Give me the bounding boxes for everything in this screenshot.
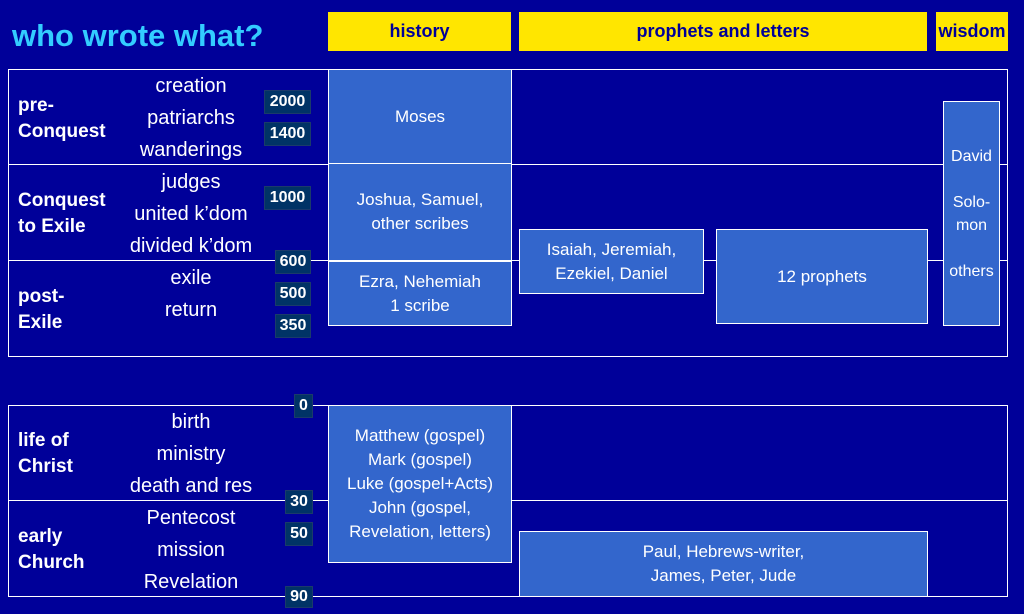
event-ministry: ministry [156, 443, 226, 465]
date-label: 600 [275, 250, 311, 274]
event-wanderings: wanderings [139, 139, 243, 161]
header-wisdom: wisdom [936, 12, 1008, 51]
event-patriarchs: patriarchs [147, 107, 235, 129]
author-box-joshua-samuel: Joshua, Samuel, other scribes [328, 163, 512, 261]
author-box-major-prophets: Isaiah, Jeremiah, Ezekiel, Daniel [519, 229, 704, 294]
date-label: 2000 [264, 90, 311, 114]
header-prophets-and-letters: prophets and letters [519, 12, 927, 51]
date-label: 350 [275, 314, 311, 338]
author-box-ezra-nehemiah: Ezra, Nehemiah 1 scribe [328, 261, 512, 326]
date-label: 0 [294, 394, 313, 418]
header-history: history [328, 12, 511, 51]
period-label-life-of-christ: life of Christ [18, 430, 73, 477]
event-exile: exile [170, 267, 212, 289]
event-divided-kingdom: divided k’dom [129, 235, 253, 257]
date-label: 500 [275, 282, 311, 306]
period-label-post-exile: post- Exile [18, 286, 65, 333]
event-pentecost: Pentecost [146, 507, 236, 529]
event-mission: mission [157, 539, 225, 561]
event-creation: creation [155, 75, 227, 97]
event-united-kingdom: united k’dom [134, 203, 248, 225]
author-box-moses: Moses [328, 69, 512, 165]
period-label-conquest-to-exile: Conquest to Exile [18, 190, 106, 237]
date-label: 1000 [264, 186, 311, 210]
date-label: 1400 [264, 122, 311, 146]
event-revelation: Revelation [143, 571, 239, 593]
date-label: 30 [285, 490, 313, 514]
date-label: 50 [285, 522, 313, 546]
period-label-pre-conquest: pre- Conquest [18, 95, 106, 142]
author-box-wisdom: David Solo- mon others [943, 101, 1000, 326]
author-box-gospels: Matthew (gospel) Mark (gospel) Luke (gos… [328, 405, 512, 563]
event-death-and-res: death and res [129, 475, 253, 497]
period-label-early-church: early Church [18, 526, 85, 573]
author-box-twelve-prophets: 12 prophets [716, 229, 928, 324]
event-return: return [164, 299, 218, 321]
date-label: 90 [285, 586, 313, 608]
event-judges: judges [161, 171, 221, 193]
author-box-epistles: Paul, Hebrews-writer, James, Peter, Jude [519, 531, 928, 597]
page-title: who wrote what? [12, 18, 264, 53]
event-birth: birth [171, 411, 211, 433]
